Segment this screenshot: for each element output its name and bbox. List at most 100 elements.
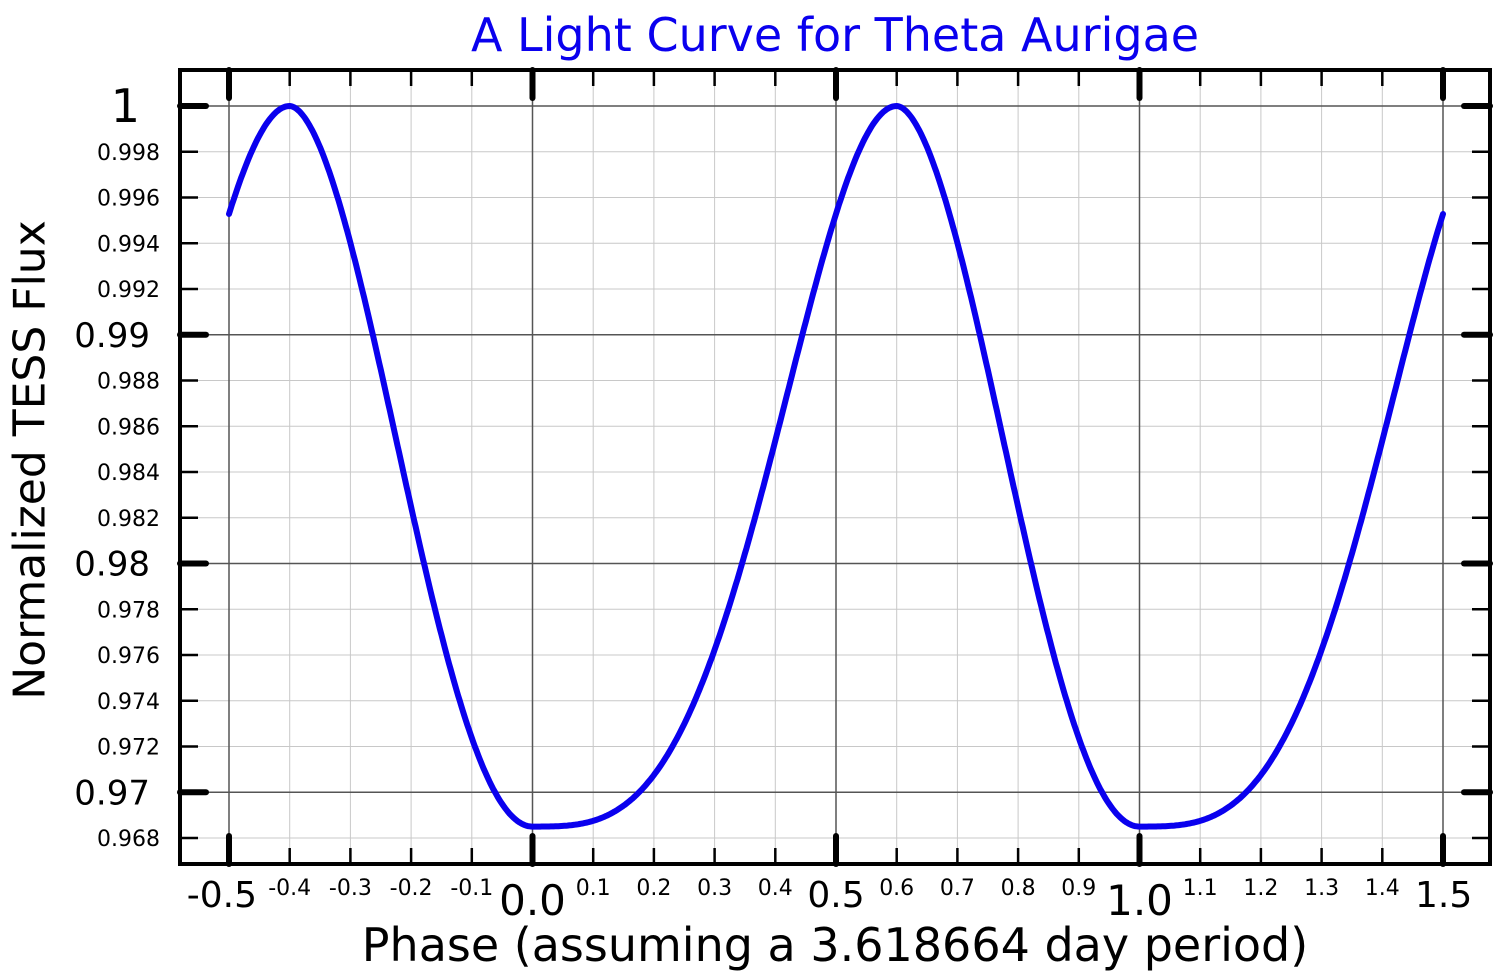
y-tick-label-major: 0.98 [74,545,150,585]
data-point [432,608,438,614]
data-point [287,103,293,109]
data-point [651,772,657,778]
data-point [1307,679,1312,685]
data-point [1197,818,1203,824]
data-point [663,754,669,760]
data-point [226,211,232,217]
label-layer: -0.4 -0.3 -0.2 -0.1 0.1 0.2 0.3 0.4 0.6 0.7 0.8 0.9… [74,79,1472,925]
data-point [1416,296,1422,302]
data-point [1331,611,1337,617]
data-point [627,798,633,804]
data-point [384,394,390,400]
x-tick-label: 1.4 [1365,876,1400,901]
data-point [797,343,803,348]
data-point [1270,754,1276,760]
data-point [857,145,863,151]
data-point [275,108,281,114]
data-point [1124,820,1130,826]
data-point [347,240,353,246]
data-point [1088,766,1094,772]
x-tick-label: -0.4 [268,876,311,901]
data-point [1234,798,1240,804]
data-point [1440,211,1446,217]
data-point [724,611,730,617]
y-tick-label: 0.976 [97,644,160,669]
data-point [602,813,608,819]
data-point [554,823,560,829]
x-tick-label: -0.3 [329,876,372,901]
x-tick-label: 0.7 [940,876,975,901]
data-point [979,340,985,346]
x-tick-label: -0.1 [450,876,493,901]
data-point [1173,822,1179,828]
y-tick-label-major: 1 [111,79,140,133]
data-point [469,735,475,741]
x-tick-label: 0.8 [1001,876,1036,901]
y-tick-label: 0.998 [97,141,160,166]
x-tick-label: 0.6 [879,876,914,901]
data-point [311,131,317,137]
data-point [1209,813,1215,819]
data-point [262,122,268,128]
data-point [335,197,341,203]
data-point [736,571,742,577]
data-point [748,529,754,535]
data-point [1258,772,1264,778]
data-point [1343,571,1349,577]
data-point [1052,655,1057,661]
data-point [1015,504,1021,510]
data-point [772,438,778,444]
data-point [954,240,960,246]
x-tick-label-major: -0.5 [187,875,257,916]
x-tick-label-major: 0.5 [807,875,864,916]
data-point [420,557,426,563]
data-point [712,647,718,653]
data-point [1246,787,1252,792]
data-point [1367,484,1373,490]
curve-layer [226,103,1446,830]
data-point [967,288,972,294]
data-point [906,111,912,117]
data-point [1039,608,1045,614]
data-point [1064,698,1070,704]
y-tick-label: 0.968 [97,827,160,852]
data-point [1391,390,1397,396]
data-point [918,131,924,137]
y-tick-label: 0.984 [97,461,160,486]
x-tick-label: 1.2 [1243,876,1278,901]
data-point [1404,343,1410,348]
data-point [517,820,523,826]
y-tick-label: 0.978 [97,598,160,623]
data-point [250,145,256,151]
data-point [821,252,827,258]
y-tick-label: 0.988 [97,370,160,395]
x-tick-label: -0.2 [390,876,433,901]
data-point [566,822,572,828]
tick-layer [177,67,1493,867]
data-point [687,708,693,714]
y-tick-label: 0.992 [97,278,160,303]
data-point [578,821,584,827]
data-point [869,122,875,128]
data-point [1319,647,1325,653]
data-point [505,809,511,815]
y-tick-label: 0.994 [97,232,160,257]
data-point [942,197,948,203]
data-point [1112,809,1118,815]
data-point [1185,821,1191,827]
x-tick-label-major: 1.5 [1415,875,1472,916]
data-point [1076,735,1082,741]
data-point [1137,824,1142,830]
data-point [408,504,414,510]
data-point [760,484,766,490]
data-point [1003,449,1009,455]
x-tick-label: 0.4 [758,876,793,901]
data-point [882,108,888,114]
data-point [360,288,365,294]
y-tick-label: 0.974 [97,690,160,715]
data-point [1149,824,1155,829]
x-tick-label-major: 0.0 [499,876,566,925]
data-point [1222,807,1227,813]
data-point [396,449,402,455]
